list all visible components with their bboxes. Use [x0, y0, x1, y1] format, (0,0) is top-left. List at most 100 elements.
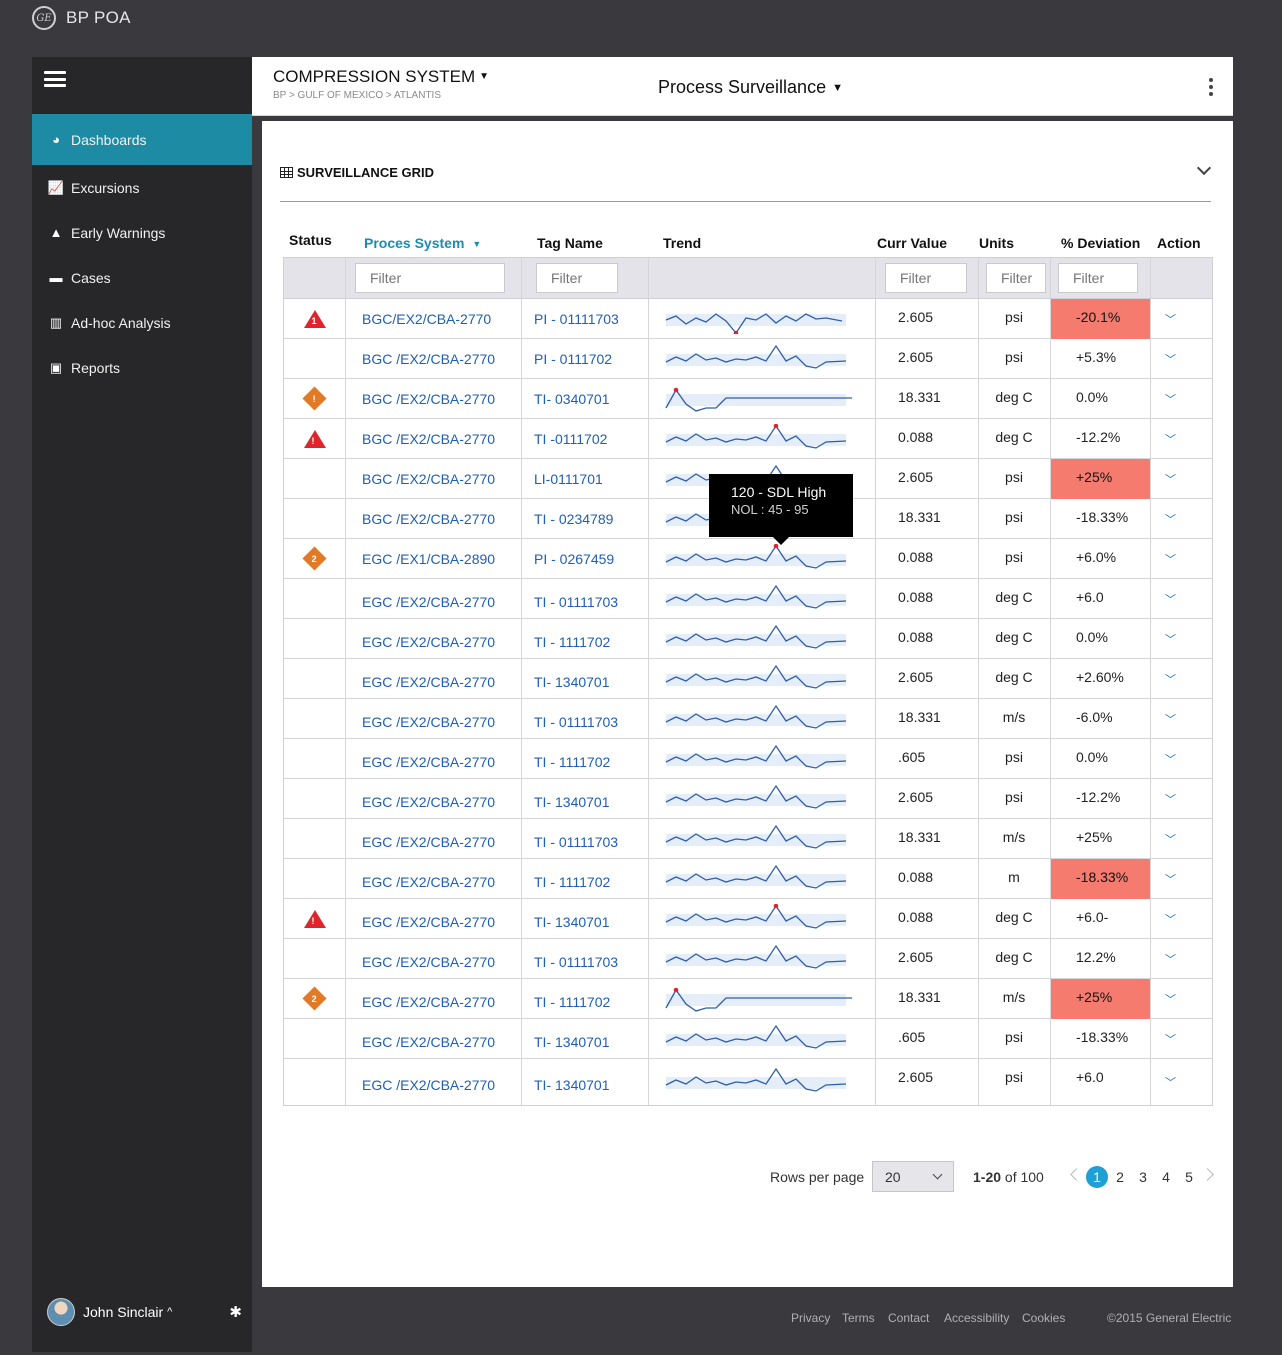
trend-sparkline[interactable] — [662, 419, 862, 458]
footer-link-accessibility[interactable]: Accessibility — [944, 1311, 1010, 1325]
expand-chevron-icon[interactable]: ﹀ — [1165, 313, 1176, 326]
action-cell[interactable]: ﹀ — [1150, 579, 1214, 618]
excursion-point[interactable] — [733, 330, 739, 334]
sidebar-item-reports[interactable]: ▣ Reports — [32, 345, 252, 390]
sparkline-chart[interactable] — [662, 864, 854, 894]
chevron-down-icon[interactable] — [932, 1169, 943, 1180]
trend-sparkline[interactable] — [662, 339, 862, 378]
excursion-point[interactable] — [773, 423, 779, 428]
table-row[interactable]: EGC /EX2/CBA-2770 TI - 1111702 .605 psi 0.0%… — [284, 739, 1212, 779]
footer-link-contact[interactable]: Contact — [888, 1311, 930, 1325]
tag-name-link[interactable]: TI - 01111703 — [534, 953, 619, 970]
table-row[interactable]: 2 EGC /EX2/CBA-2770 TI - 1111702 18.331 m/s +… — [284, 979, 1212, 1019]
table-row[interactable]: ! BGC /EX2/CBA-2770 TI- 0340701 18.331 deg C… — [284, 379, 1212, 419]
trend-sparkline[interactable] — [662, 299, 862, 338]
process-system-link[interactable]: EGC /EX2/CBA-2770 — [362, 1033, 496, 1050]
excursion-point[interactable] — [773, 903, 779, 908]
trend-sparkline[interactable] — [662, 779, 862, 818]
system-title[interactable]: COMPRESSION SYSTEM — [273, 67, 476, 86]
tag-name-link[interactable]: TI - 0234789 — [534, 510, 614, 527]
expand-chevron-icon[interactable]: ﹀ — [1165, 673, 1176, 686]
alarm-icon[interactable]: ! — [303, 909, 326, 928]
sidebar-item-early-warnings[interactable]: ▲ Early Warnings — [32, 210, 252, 255]
expand-chevron-icon[interactable]: ﹀ — [1165, 1033, 1176, 1046]
user-name[interactable]: John Sinclair — [83, 1304, 164, 1320]
chevron-up-icon[interactable]: ^ — [167, 1306, 173, 1318]
trend-sparkline[interactable] — [662, 859, 862, 898]
avatar[interactable] — [47, 1298, 75, 1326]
trend-sparkline[interactable] — [662, 699, 862, 738]
caret-down-icon[interactable]: ▼ — [479, 71, 490, 82]
sparkline-chart[interactable] — [662, 744, 854, 774]
action-cell[interactable]: ﹀ — [1150, 339, 1214, 378]
system-dropdown[interactable]: COMPRESSION SYSTEM ▼ — [273, 67, 489, 87]
sparkline-chart[interactable] — [662, 704, 854, 734]
action-cell[interactable]: ﹀ — [1150, 379, 1214, 418]
table-row[interactable]: EGC /EX2/CBA-2770 TI - 01111703 18.331 m/s -… — [284, 699, 1212, 739]
table-row[interactable]: EGC /EX2/CBA-2770 TI - 01111703 2.605 deg C… — [284, 939, 1212, 979]
table-row[interactable]: EGC /EX2/CBA-2770 TI- 1340701 2.605 psi +6.0… — [284, 1059, 1212, 1105]
prev-page-icon[interactable] — [1070, 1168, 1083, 1181]
col-status[interactable]: Status — [289, 232, 332, 248]
table-row[interactable]: EGC /EX2/CBA-2770 TI- 1340701 .605 psi -18.3… — [284, 1019, 1212, 1059]
col-action[interactable]: Action — [1157, 235, 1201, 251]
table-row[interactable]: BGC /EX2/CBA-2770 PI - 0111702 2.605 psi +5.… — [284, 339, 1212, 379]
process-system-link[interactable]: EGC /EX2/CBA-2770 — [362, 673, 496, 690]
table-row[interactable]: 1 BGC/EX2/CBA-2770 PI - 01111703 2.605 psi -2… — [284, 299, 1212, 339]
sort-down-icon[interactable]: ▼ — [472, 239, 482, 249]
process-system-link[interactable]: EGC /EX1/CBA-2890 — [362, 550, 496, 567]
warning-icon[interactable]: 2 — [302, 546, 327, 571]
tag-name-link[interactable]: PI - 01111703 — [534, 310, 619, 327]
alarm-icon[interactable]: 1 — [303, 309, 326, 328]
sparkline-chart[interactable] — [662, 664, 854, 694]
expand-chevron-icon[interactable]: ﹀ — [1165, 553, 1176, 566]
user-menu[interactable]: John Sinclair ^ ✱ — [47, 1298, 242, 1326]
sparkline-chart[interactable] — [662, 423, 854, 454]
table-row[interactable]: 2 EGC /EX1/CBA-2890 PI - 0267459 0.088 psi +6… — [284, 539, 1212, 579]
footer-link-terms[interactable]: Terms — [842, 1311, 875, 1325]
next-page-icon[interactable] — [1201, 1168, 1214, 1181]
rows-per-page-value[interactable]: 20 — [885, 1168, 901, 1185]
excursion-point[interactable] — [673, 387, 679, 392]
expand-chevron-icon[interactable]: ﹀ — [1165, 593, 1176, 606]
tag-name-link[interactable]: TI- 1340701 — [534, 793, 610, 810]
expand-chevron-icon[interactable]: ﹀ — [1165, 953, 1176, 966]
expand-chevron-icon[interactable]: ﹀ — [1165, 713, 1176, 726]
trend-sparkline[interactable] — [662, 819, 862, 858]
sparkline-chart[interactable] — [662, 624, 854, 654]
action-cell[interactable]: ﹀ — [1150, 419, 1214, 458]
trend-sparkline[interactable] — [662, 739, 862, 778]
tag-name-link[interactable]: PI - 0267459 — [534, 550, 615, 567]
table-row[interactable]: ! BGC /EX2/CBA-2770 TI -0111702 0.088 deg C -… — [284, 419, 1212, 459]
collapse-chevron-icon[interactable] — [1196, 160, 1212, 176]
action-cell[interactable]: ﹀ — [1150, 1019, 1214, 1058]
sparkline-chart[interactable] — [662, 903, 854, 934]
sparkline-chart[interactable] — [662, 584, 854, 614]
warning-icon[interactable]: ! — [302, 386, 327, 411]
action-cell[interactable]: ﹀ — [1150, 659, 1214, 698]
col-process-system-label[interactable]: Proces System — [364, 235, 465, 251]
expand-chevron-icon[interactable]: ﹀ — [1165, 353, 1176, 366]
tag-name-link[interactable]: TI- 1340701 — [534, 673, 610, 690]
sparkline-chart[interactable] — [662, 344, 854, 374]
sparkline-chart[interactable] — [662, 784, 854, 814]
trend-sparkline[interactable] — [662, 619, 862, 658]
tag-name-link[interactable]: TI - 1111702 — [534, 993, 611, 1010]
process-system-link[interactable]: EGC /EX2/CBA-2770 — [362, 913, 496, 930]
tag-name-link[interactable]: PI - 0111702 — [534, 350, 613, 367]
process-system-link[interactable]: EGC /EX2/CBA-2770 — [362, 793, 496, 810]
sidebar-item-dashboards[interactable]: ◕ Dashboards — [32, 114, 252, 165]
tag-name-link[interactable]: TI- 1340701 — [534, 1077, 610, 1093]
trend-sparkline[interactable] — [662, 899, 862, 938]
process-system-link[interactable]: EGC /EX2/CBA-2770 — [362, 833, 496, 850]
filter-units[interactable] — [986, 263, 1046, 293]
alarm-icon[interactable]: ! — [303, 429, 326, 448]
page-1[interactable]: 1 — [1086, 1166, 1108, 1188]
trend-sparkline[interactable] — [662, 1019, 862, 1058]
process-system-link[interactable]: EGC /EX2/CBA-2770 — [362, 633, 496, 650]
warning-icon[interactable]: 2 — [302, 986, 327, 1011]
expand-chevron-icon[interactable]: ﹀ — [1165, 1077, 1176, 1089]
action-cell[interactable]: ﹀ — [1150, 699, 1214, 738]
expand-chevron-icon[interactable]: ﹀ — [1165, 513, 1176, 526]
trend-sparkline[interactable] — [662, 379, 862, 418]
